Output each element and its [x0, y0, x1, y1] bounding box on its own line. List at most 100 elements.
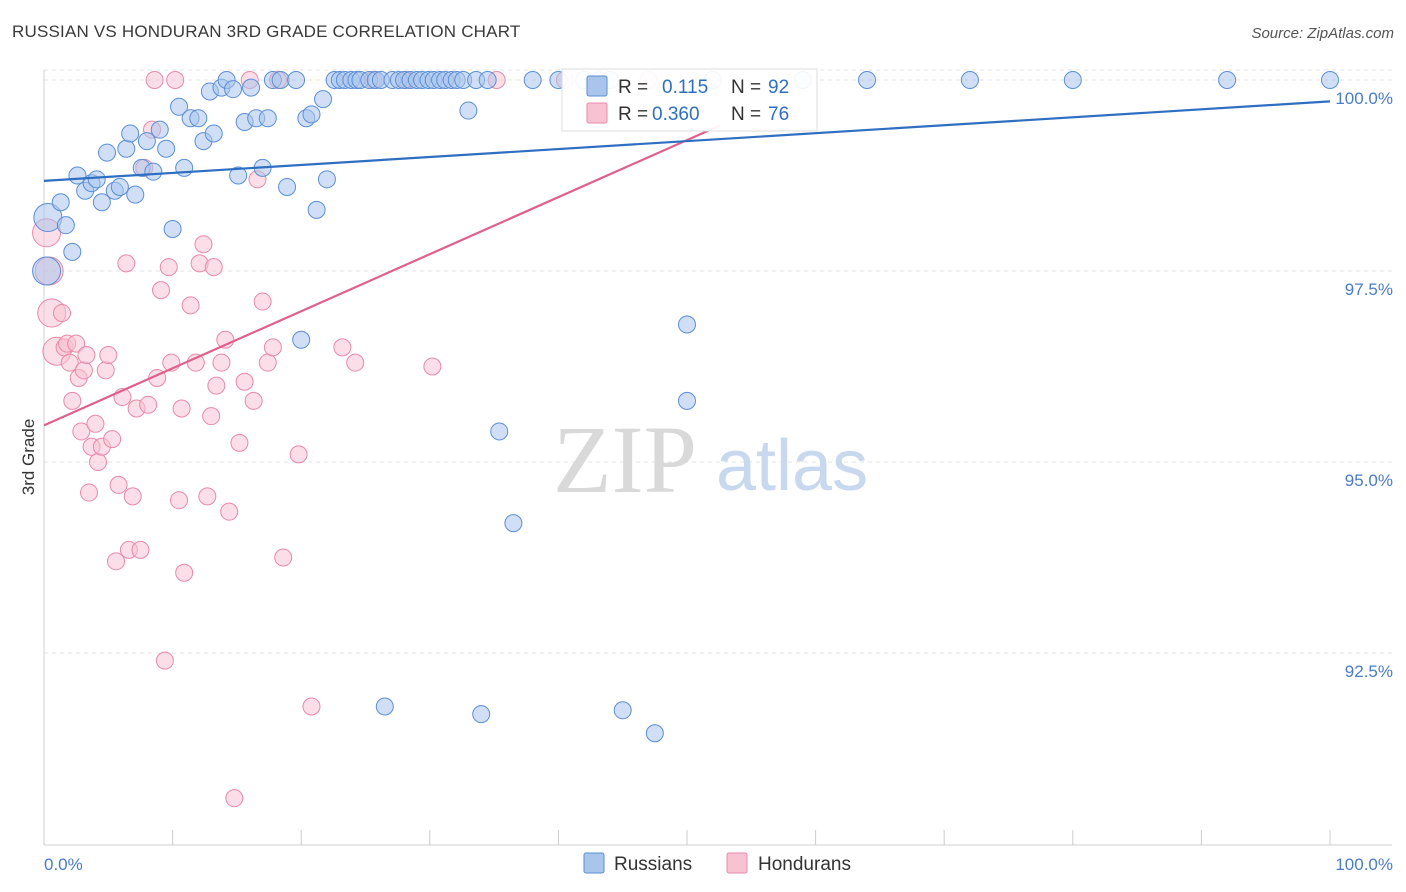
hondurans-point	[155, 651, 174, 670]
russians-point	[317, 170, 336, 189]
russians-point	[1063, 71, 1082, 89]
hondurans-point	[89, 453, 108, 471]
stats-n-label-hondurans: N =	[731, 104, 761, 125]
watermark-atlas: atlas	[716, 426, 868, 506]
russians-point	[92, 193, 111, 212]
russians-point	[478, 71, 497, 89]
stats-n-value-russians: 92	[768, 77, 789, 98]
russians-point	[163, 219, 182, 238]
watermark: ZIP atlas	[553, 406, 868, 513]
y-tick-label: 92.5%	[1345, 662, 1393, 681]
hondurans-point	[103, 430, 122, 449]
x-ticks	[43, 830, 1331, 845]
hondurans-point	[166, 71, 185, 89]
hondurans-point	[204, 258, 223, 277]
russians-point	[242, 78, 261, 97]
russians-point	[170, 97, 189, 116]
russians-point	[287, 71, 306, 89]
hondurans-point	[235, 372, 254, 391]
hondurans-point	[74, 361, 93, 380]
bottom-legend: Russians Hondurans	[583, 852, 851, 875]
russians-point	[504, 514, 523, 533]
x-tick-label-min: 0.0%	[44, 855, 83, 874]
russians-point	[314, 90, 333, 109]
russians-point	[175, 158, 194, 177]
russians-point	[375, 697, 394, 716]
hondurans-point	[198, 487, 217, 506]
russians-point	[258, 109, 277, 128]
hondurans-point	[181, 296, 200, 315]
hondurans-point	[96, 361, 115, 380]
russians-point	[98, 143, 117, 162]
x-tick-label-max: 100.0%	[1335, 855, 1393, 874]
russians-point	[51, 193, 70, 212]
y-tick-label: 95.0%	[1345, 471, 1393, 490]
hondurans-point	[258, 353, 277, 372]
y-axis-label: 3rd Grade	[19, 419, 38, 496]
russians-point	[1321, 71, 1339, 89]
hondurans-point	[207, 376, 226, 395]
stats-legend-swatch-russians	[586, 75, 608, 97]
hondurans-point	[194, 235, 213, 254]
russians-point	[150, 120, 169, 139]
hondurans-point	[77, 346, 96, 365]
hondurans-trend-line	[43, 124, 720, 427]
hondurans-point	[253, 292, 272, 311]
russians-point	[110, 177, 129, 196]
hondurans-point	[220, 502, 239, 521]
hondurans-point	[117, 254, 136, 273]
russians-point	[224, 80, 243, 99]
hondurans-point	[86, 414, 105, 433]
hondurans-point	[172, 399, 191, 418]
stats-r-value-hondurans: 0.360	[652, 104, 700, 125]
russians-point	[645, 724, 664, 743]
hondurans-point	[346, 353, 365, 372]
hondurans-point	[244, 391, 263, 410]
russians-point	[32, 256, 62, 286]
hondurans-point	[302, 697, 321, 716]
legend-label-hondurans: Hondurans	[758, 854, 851, 875]
hondurans-point	[123, 487, 142, 506]
hondurans-point	[212, 353, 231, 372]
hondurans-point	[289, 445, 308, 464]
russians-point	[229, 166, 248, 185]
russians-point	[87, 170, 106, 189]
chart-source: Source: ZipAtlas.com	[1251, 25, 1394, 42]
legend-swatch-hondurans	[726, 852, 748, 874]
russians-point	[858, 71, 877, 89]
russians-point	[278, 177, 297, 196]
hondurans-point	[139, 395, 158, 414]
hondurans-point	[109, 475, 128, 494]
russians-point	[472, 705, 491, 724]
hondurans-point	[145, 71, 164, 89]
russians-point	[117, 139, 136, 158]
hondurans-point	[63, 391, 82, 410]
russians-point	[302, 105, 321, 124]
hondurans-point	[107, 552, 126, 571]
hondurans-point	[333, 338, 352, 357]
hondurans-point	[80, 483, 99, 502]
stats-r-label-hondurans: R =	[618, 104, 648, 125]
russians-point	[490, 422, 509, 441]
stats-legend: R = 0.115 N = 92 R = 0.360 N = 76	[561, 68, 818, 132]
y-tick-labels: 92.5% 95.0% 97.5% 100.0%	[1335, 89, 1393, 681]
legend-swatch-russians	[583, 852, 605, 874]
russians-point	[121, 124, 140, 143]
russians-point	[523, 71, 542, 89]
hondurans-point	[202, 407, 221, 426]
russians-point	[189, 109, 208, 128]
russians-point	[459, 101, 478, 120]
russians-trend-line	[43, 100, 1331, 182]
russians-point	[1218, 71, 1237, 89]
hondurans-point	[99, 346, 118, 365]
chart-title: RUSSIAN VS HONDURAN 3RD GRADE CORRELATIO…	[12, 22, 521, 41]
russians-point	[56, 216, 75, 235]
y-tick-label: 97.5%	[1345, 280, 1393, 299]
russians-point	[63, 242, 82, 261]
hondurans-point	[170, 491, 189, 510]
stats-n-value-hondurans: 76	[768, 104, 789, 125]
russians-point	[678, 315, 696, 334]
russians-point	[307, 200, 326, 219]
russians-point	[960, 71, 979, 89]
